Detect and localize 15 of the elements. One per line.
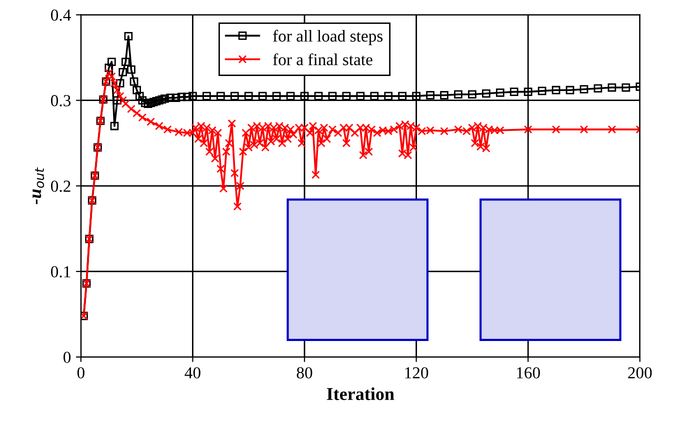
x-tick-label: 200 [628,367,652,378]
x-tick-label: 0 [77,367,84,378]
y-axis-title: -u$_{out}$ [32,167,44,204]
x-tick-label: 160 [517,367,540,378]
y-tick-label: 0.2 [51,180,70,192]
legend-label: for a final state [273,53,372,66]
x-tick-label: 40 [184,367,200,378]
legend-label: for all load steps [273,30,383,46]
x-tick-label: 120 [405,367,428,378]
x-axis-title: Iteration [326,387,394,400]
x-tick-label: 80 [296,367,312,378]
y-tick-label: 0.3 [51,95,71,106]
y-tick-label: 0 [64,352,71,363]
y-tick-label: 0.1 [51,266,70,278]
y-tick-label: 0.4 [51,10,71,21]
